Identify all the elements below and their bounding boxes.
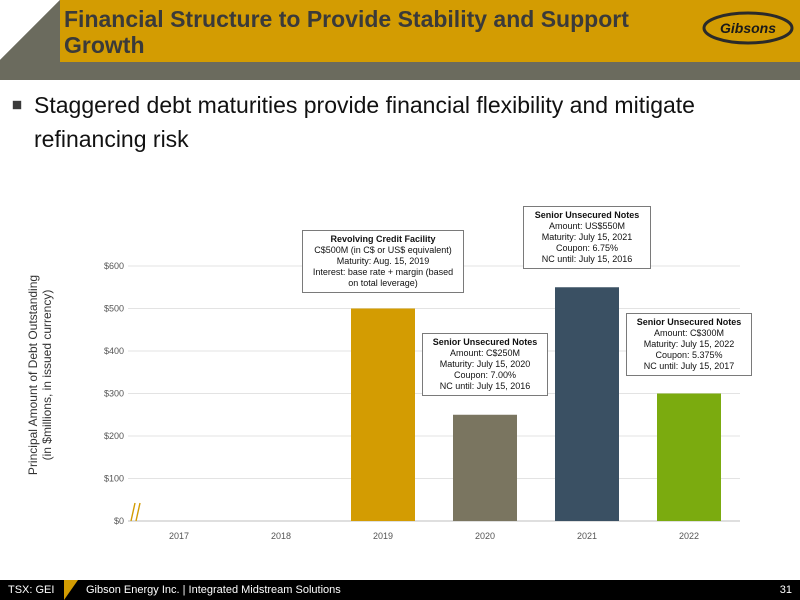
callout-line: Coupon: 6.75% bbox=[555, 243, 619, 253]
x-tick-label: 2018 bbox=[271, 531, 291, 541]
slide-title: Financial Structure to Provide Stability… bbox=[64, 6, 629, 58]
callout-line: Interest: base rate + margin (based on t… bbox=[312, 267, 454, 288]
bar-2019 bbox=[351, 308, 415, 521]
y-tick-label: $100 bbox=[104, 474, 124, 484]
y-tick-label: $300 bbox=[104, 389, 124, 399]
callout-line: Maturity: July 15, 2020 bbox=[439, 359, 531, 369]
callout-title: Senior Unsecured Notes bbox=[534, 210, 640, 220]
callout-line: Amount: C$250M bbox=[449, 348, 521, 358]
callout-line: Maturity: July 15, 2021 bbox=[541, 232, 633, 242]
page-number: 31 bbox=[779, 584, 792, 596]
callout-title: Revolving Credit Facility bbox=[330, 234, 436, 244]
slide-header: Financial Structure to Provide Stability… bbox=[0, 0, 800, 80]
x-tick-label: 2020 bbox=[475, 531, 495, 541]
callout-line: Coupon: 7.00% bbox=[453, 370, 517, 380]
ticker-label: TSX: GEI bbox=[8, 584, 55, 596]
callout-2021: Senior Unsecured Notes Amount: US$550M Mat… bbox=[523, 206, 651, 269]
x-tick-label: 2019 bbox=[373, 531, 393, 541]
axis-break-marks bbox=[130, 502, 141, 522]
bar-2021 bbox=[555, 287, 619, 521]
bullet-text: Staggered debt maturities provide financ… bbox=[34, 92, 695, 152]
callout-line: NC until: July 15, 2017 bbox=[643, 361, 735, 371]
callout-line: Coupon: 5.375% bbox=[655, 350, 723, 360]
callout-line: NC until: July 15, 2016 bbox=[541, 254, 633, 264]
y-tick-label: $200 bbox=[104, 431, 124, 441]
callout-line: C$500M (in C$ or US$ equivalent) bbox=[314, 245, 452, 255]
bullet-marker bbox=[12, 100, 22, 110]
title-band bbox=[0, 0, 800, 80]
callout-line: Amount: C$300M bbox=[653, 328, 725, 338]
callout-line: Amount: US$550M bbox=[548, 221, 626, 231]
x-tick-label: 2022 bbox=[679, 531, 699, 541]
tick-labels: $0 $100 $200 $300 $400 $500 $600 2017 2018 2019 20… bbox=[104, 261, 699, 541]
x-tick-label: 2017 bbox=[169, 531, 189, 541]
y-tick-label: $400 bbox=[104, 346, 124, 356]
y-tick-label: $500 bbox=[104, 304, 124, 314]
x-tick-label: 2021 bbox=[577, 531, 597, 541]
y-tick-label: $600 bbox=[104, 261, 124, 271]
y-tick-label: $0 bbox=[114, 516, 124, 526]
footer-company: Gibson Energy Inc. | Integrated Midstrea… bbox=[86, 584, 341, 596]
callout-line: Maturity: Aug. 15, 2019 bbox=[336, 256, 430, 266]
logo-text: Gibsons bbox=[720, 20, 776, 36]
callout-title: Senior Unsecured Notes bbox=[432, 337, 538, 347]
callout-line: NC until: July 15, 2016 bbox=[439, 381, 531, 391]
gibsons-logo: Gibsons bbox=[702, 11, 794, 45]
bars bbox=[351, 287, 721, 521]
callout-line: Maturity: July 15, 2022 bbox=[643, 339, 735, 349]
callout-2020: Senior Unsecured Notes Amount: C$250M Matu… bbox=[422, 333, 548, 396]
bar-2020 bbox=[453, 414, 517, 521]
callout-2019: Revolving Credit Facility C$500M (in C$ o… bbox=[302, 230, 464, 293]
bar-2022 bbox=[657, 393, 721, 521]
footer-accent bbox=[64, 580, 78, 600]
slide-footer: TSX: GEI Gibson Energy Inc. | Integrated… bbox=[0, 580, 800, 600]
callout-title: Senior Unsecured Notes bbox=[636, 317, 742, 327]
callout-2022: Senior Unsecured Notes Amount: C$300M Matu… bbox=[626, 313, 752, 376]
